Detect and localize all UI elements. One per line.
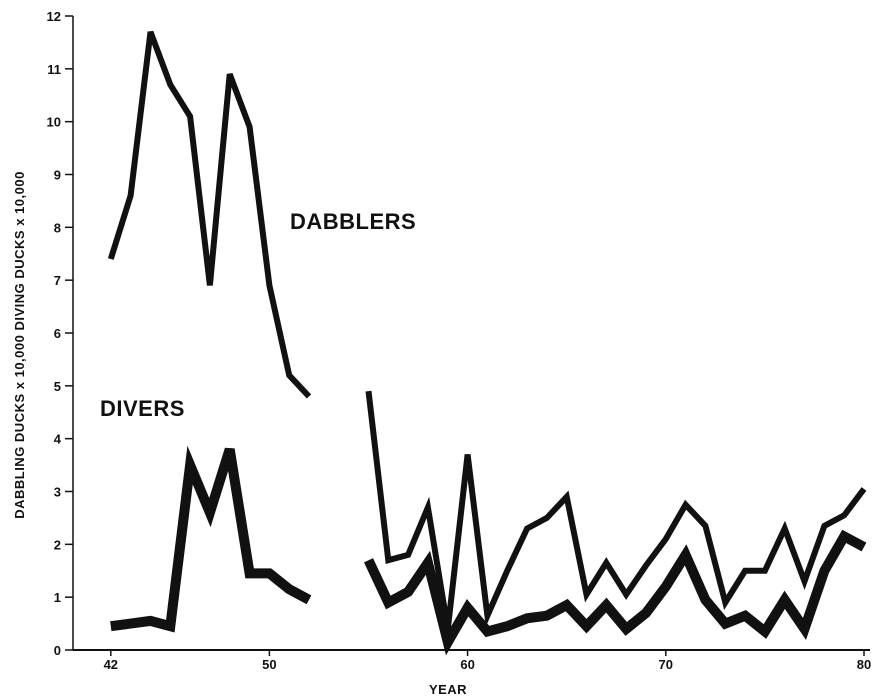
y-tick-label: 8 xyxy=(54,220,61,235)
x-tick-label: 42 xyxy=(104,657,118,672)
series-divers xyxy=(110,445,867,656)
y-tick-label: 6 xyxy=(54,326,61,341)
series-label-dabblers: DABBLERS xyxy=(290,209,416,234)
series-dabblers xyxy=(107,30,867,630)
y-tick-label: 5 xyxy=(54,379,61,394)
y-tick-label: 7 xyxy=(54,273,61,288)
series-line-segment xyxy=(107,30,312,399)
y-tick-label: 9 xyxy=(54,168,61,183)
series-layer xyxy=(107,30,867,656)
y-tick-label: 11 xyxy=(47,62,61,77)
x-tick-label: 70 xyxy=(659,657,673,672)
x-tick-label: 50 xyxy=(262,657,276,672)
x-tick-label: 80 xyxy=(857,657,871,672)
y-tick-label: 0 xyxy=(54,643,61,658)
series-line-segment xyxy=(363,529,867,656)
y-tick-label: 3 xyxy=(54,485,61,500)
y-axis-title: DABBLING DUCKS x 10,000 DIVING DUCKS x 1… xyxy=(12,171,27,519)
x-axis-title: YEAR xyxy=(429,682,467,697)
y-tick-label: 1 xyxy=(54,590,61,605)
y-tick-label: 4 xyxy=(54,432,62,447)
series-line-segment xyxy=(110,445,312,633)
y-tick-label: 10 xyxy=(47,115,61,130)
y-tick-label: 2 xyxy=(54,537,61,552)
series-label-divers: DIVERS xyxy=(100,396,185,421)
series-line-segment xyxy=(365,390,867,630)
y-tick-label: 12 xyxy=(47,9,61,24)
x-tick-label: 60 xyxy=(460,657,474,672)
